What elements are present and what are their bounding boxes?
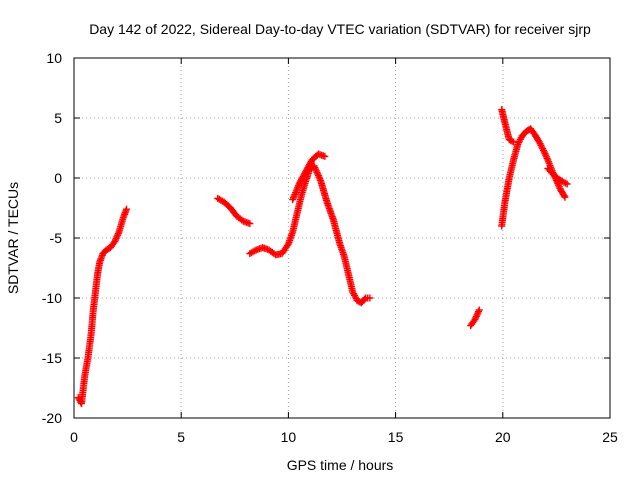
series-arc-7 bbox=[498, 106, 518, 146]
data-point-interp bbox=[111, 236, 119, 244]
data-point-interp bbox=[555, 183, 563, 191]
data-marks bbox=[74, 106, 571, 408]
data-point-interp bbox=[472, 312, 480, 320]
data-point-interp bbox=[542, 153, 550, 161]
grid bbox=[74, 58, 610, 418]
series-arc-3 bbox=[246, 162, 374, 307]
data-point-interp bbox=[475, 308, 483, 316]
x-tick-label: 25 bbox=[602, 429, 618, 445]
data-point-interp bbox=[314, 172, 322, 180]
data-point-interp bbox=[562, 179, 570, 187]
data-point bbox=[510, 138, 518, 146]
x-tick-label: 20 bbox=[495, 429, 511, 445]
data-point-interp bbox=[474, 309, 482, 317]
data-point-interp bbox=[112, 234, 120, 242]
ticks: 0 5 10 15 20 25 -20 -15 -10 -5 0 5 10 bbox=[42, 50, 618, 445]
data-point-interp bbox=[314, 170, 322, 178]
y-tick-label: 5 bbox=[54, 110, 62, 126]
series-arc-8 bbox=[544, 164, 571, 188]
data-point bbox=[321, 152, 329, 160]
x-tick-label: 0 bbox=[70, 429, 78, 445]
y-tick-label: 0 bbox=[54, 170, 62, 186]
data-point-interp bbox=[312, 165, 320, 173]
x-tick-label: 15 bbox=[388, 429, 404, 445]
data-point-interp bbox=[316, 175, 324, 183]
data-point-interp bbox=[508, 137, 516, 145]
y-tick-label: -20 bbox=[42, 410, 62, 426]
data-point-interp bbox=[113, 233, 121, 241]
data-point-interp bbox=[114, 230, 122, 238]
data-point bbox=[471, 316, 479, 324]
series-arc-4 bbox=[289, 150, 329, 204]
x-tick-label: 5 bbox=[177, 429, 185, 445]
data-point-interp bbox=[251, 247, 259, 255]
y-tick-label: -15 bbox=[42, 350, 62, 366]
data-point-interp bbox=[313, 168, 321, 176]
data-point-interp bbox=[315, 173, 323, 181]
series-arc-6 bbox=[498, 125, 569, 230]
y-tick-label: -5 bbox=[50, 230, 63, 246]
data-point bbox=[475, 306, 483, 314]
data-point-interp bbox=[542, 151, 550, 159]
data-point-interp bbox=[543, 154, 551, 162]
data-point-interp bbox=[560, 192, 568, 200]
data-point-interp bbox=[541, 150, 549, 158]
data-point-interp bbox=[540, 148, 548, 156]
data-point bbox=[123, 205, 131, 213]
series-arc-1 bbox=[74, 205, 131, 408]
data-point bbox=[561, 193, 569, 201]
data-point bbox=[563, 180, 571, 188]
x-tick-label: 10 bbox=[281, 429, 297, 445]
data-point bbox=[366, 294, 374, 302]
y-axis-label: SDTVAR / TECUs bbox=[5, 182, 21, 294]
chart-title: Day 142 of 2022, Sidereal Day-to-day VTE… bbox=[89, 21, 591, 37]
data-point bbox=[540, 146, 548, 154]
data-point-interp bbox=[312, 167, 320, 175]
data-point-interp bbox=[472, 314, 480, 322]
data-point-interp bbox=[114, 231, 122, 239]
y-tick-label: 10 bbox=[46, 50, 62, 66]
data-point-interp bbox=[556, 184, 564, 192]
data-point-interp bbox=[311, 164, 319, 172]
data-point-interp bbox=[555, 181, 563, 189]
data-point bbox=[246, 220, 254, 228]
data-point-interp bbox=[361, 295, 369, 303]
x-axis-label: GPS time / hours bbox=[287, 457, 394, 473]
series-arc-5 bbox=[467, 306, 483, 330]
series-arc-2 bbox=[214, 194, 254, 228]
data-point bbox=[111, 238, 119, 246]
data-point-interp bbox=[473, 311, 481, 319]
y-tick-label: -10 bbox=[42, 290, 62, 306]
